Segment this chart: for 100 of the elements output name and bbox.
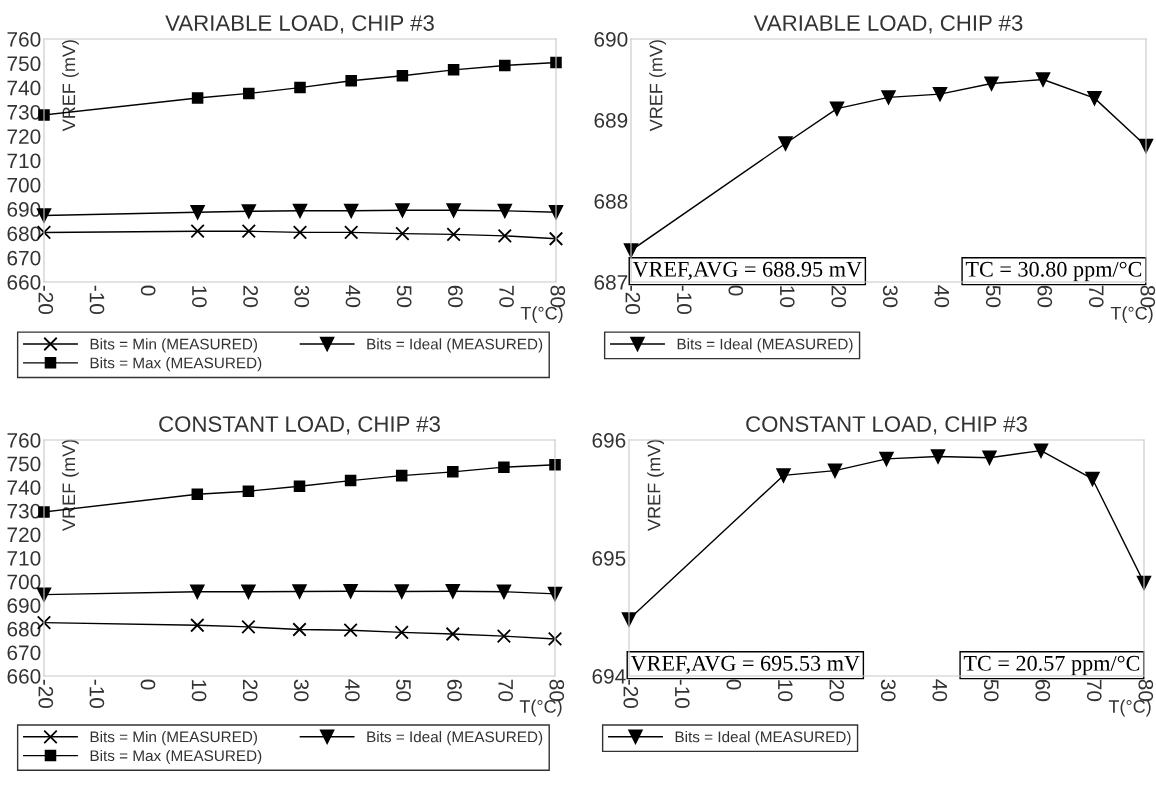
- point: [395, 469, 408, 482]
- y-axis-title: VREF (mV): [61, 439, 79, 531]
- point: [395, 226, 410, 241]
- y-tick-label: 760: [7, 32, 41, 47]
- point: [548, 231, 564, 246]
- point: [829, 101, 845, 116]
- point: [241, 584, 256, 599]
- annotation: VREF,AVG = 695.53 mV: [630, 655, 860, 674]
- point: [190, 224, 205, 239]
- point: [445, 584, 460, 599]
- x-tick-label: 0: [140, 285, 156, 296]
- point: [1033, 443, 1049, 458]
- point: [984, 76, 999, 91]
- point: [190, 618, 205, 633]
- legend-label: Bits = Max (MEASURED): [90, 749, 262, 765]
- y-tick-label: 760: [7, 433, 41, 448]
- point: [447, 466, 459, 478]
- point: [1085, 471, 1100, 487]
- point: [932, 86, 948, 102]
- legend-label: Bits = Max (MEASURED): [90, 357, 262, 372]
- x-tick-label: 20: [242, 679, 258, 702]
- x-tick-label: 30: [880, 679, 896, 702]
- y-tick-label: 740: [7, 80, 41, 96]
- y-tick-label: 700: [7, 177, 41, 193]
- y-axis-title: VREF (mV): [647, 439, 665, 531]
- x-axis-title: T(°C): [1110, 306, 1153, 324]
- x-tick-label: 30: [882, 285, 898, 308]
- legend-label: Bits = Ideal (MEASURED): [677, 338, 853, 353]
- x-tick-label: 80: [1140, 285, 1156, 308]
- point: [190, 205, 205, 220]
- point: [447, 64, 460, 76]
- point: [497, 203, 512, 218]
- y-tick-label: 688: [594, 194, 628, 209]
- point: [547, 631, 563, 647]
- point: [396, 69, 409, 82]
- point: [292, 225, 308, 240]
- chart-title: CONSTANT LOAD, CHIP #3: [746, 416, 1027, 435]
- point: [498, 461, 510, 473]
- point: [241, 619, 256, 635]
- point: [496, 628, 512, 644]
- y-tick-label: 700: [7, 574, 41, 590]
- y-tick-label: 710: [7, 551, 41, 566]
- y-tick-label: 696: [592, 433, 626, 448]
- x-tick-label: 10: [191, 680, 207, 702]
- y-tick-label: 670: [7, 250, 41, 266]
- y-tick-label: 740: [7, 480, 41, 495]
- x-tick-label: 0: [726, 679, 742, 690]
- annotation: TC = 20.57 ppm/°C: [963, 655, 1140, 676]
- point: [496, 584, 512, 599]
- x-axis-title: T(°C): [520, 306, 563, 324]
- x-tick-label: 70: [1086, 679, 1102, 702]
- point: [344, 225, 359, 240]
- point: [344, 203, 359, 218]
- y-tick-label: 670: [7, 645, 41, 661]
- x-tick-label: 10: [192, 286, 207, 308]
- x-tick-label: -10: [89, 285, 105, 315]
- y-tick-label: 695: [592, 551, 626, 566]
- y-axis-title: VREF (mV): [61, 40, 79, 132]
- point: [446, 203, 461, 218]
- point: [190, 584, 205, 599]
- point: [549, 459, 561, 471]
- point: [879, 451, 894, 467]
- y-tick-label: 710: [7, 153, 41, 169]
- x-tick-label: 70: [498, 679, 514, 702]
- legend-label: Bits = Ideal (MEASURED): [367, 338, 543, 353]
- legend-label: Bits = Min (MEASURED): [90, 731, 257, 746]
- point: [395, 203, 410, 218]
- chart-title: VARIABLE LOAD, CHIP #3: [165, 15, 434, 34]
- point: [191, 92, 204, 104]
- x-tick-label: 40: [934, 285, 950, 308]
- point: [344, 474, 357, 487]
- x-tick-label: 10: [779, 286, 795, 308]
- point: [394, 584, 409, 599]
- x-tick-label: 0: [728, 285, 744, 296]
- point: [241, 224, 256, 239]
- y-tick-label: 689: [594, 113, 628, 128]
- point: [881, 90, 896, 105]
- point: [242, 485, 255, 497]
- x-tick-label: 70: [1088, 285, 1104, 308]
- x-tick-label: 20: [829, 679, 845, 702]
- x-tick-label: -10: [674, 679, 690, 709]
- y-tick-label: 750: [7, 56, 41, 72]
- legend-label: Bits = Min (MEASURED): [90, 338, 257, 353]
- annotation: TC = 30.80 ppm/°C: [965, 261, 1142, 282]
- y-tick-label: 690: [7, 202, 41, 217]
- x-tick-label: 0: [140, 679, 156, 690]
- point: [1035, 72, 1051, 87]
- annotation: VREF,AVG = 688.95 mV: [632, 261, 862, 280]
- point: [243, 87, 255, 100]
- x-tick-label: 70: [499, 285, 514, 308]
- x-tick-label: 60: [1037, 285, 1053, 308]
- point: [191, 488, 204, 501]
- point: [394, 625, 409, 640]
- x-tick-label: -10: [89, 679, 105, 709]
- point: [446, 227, 461, 242]
- point: [930, 449, 946, 464]
- point: [778, 136, 793, 151]
- x-tick-label: 50: [396, 285, 412, 308]
- point: [445, 626, 460, 642]
- x-tick-label: 50: [396, 679, 411, 702]
